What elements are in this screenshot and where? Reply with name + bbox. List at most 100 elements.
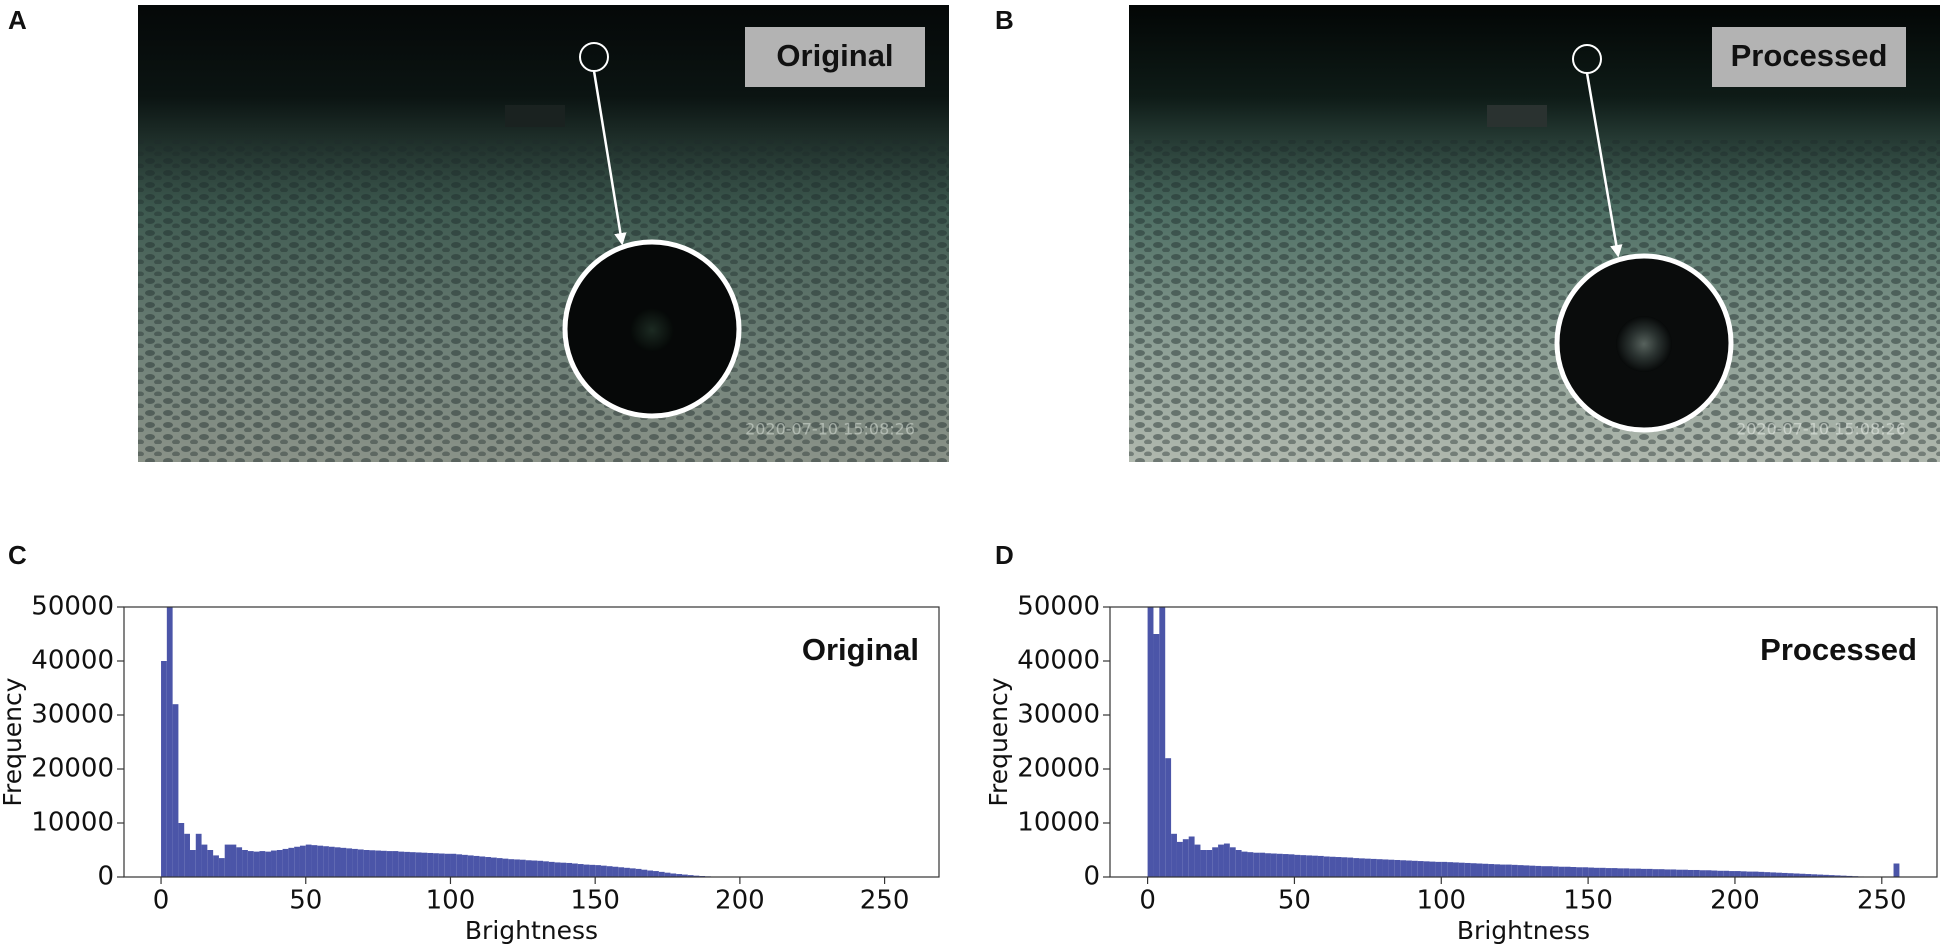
bar (392, 851, 399, 877)
bar (1823, 874, 1829, 877)
x-tick-label: 50 (1278, 886, 1311, 916)
y-tick-label: 20000 (31, 754, 114, 784)
bar (1711, 870, 1718, 877)
y-tick-label: 10000 (31, 808, 114, 838)
bar (1541, 866, 1547, 877)
bar (485, 857, 491, 877)
y-axis-label: Frequency (0, 677, 27, 806)
x-tick-label: 100 (426, 886, 476, 916)
bar (1376, 859, 1383, 877)
bar (1229, 847, 1236, 877)
bar (247, 851, 254, 877)
bar (1247, 852, 1254, 877)
bar (1723, 870, 1730, 877)
bar (1635, 868, 1641, 877)
bar (1159, 607, 1166, 877)
bar (1488, 864, 1495, 877)
bar (1523, 865, 1530, 877)
bar (1776, 872, 1782, 877)
bar (1664, 869, 1671, 877)
bar (404, 851, 410, 877)
bar (1805, 874, 1812, 877)
bar (1464, 862, 1471, 877)
bar (1317, 855, 1324, 877)
bar (490, 857, 497, 877)
bar (166, 607, 173, 877)
bar (1817, 874, 1824, 877)
x-tick-label: 250 (860, 886, 910, 916)
bar (1623, 868, 1630, 877)
bar (305, 844, 312, 877)
bar (1394, 859, 1401, 877)
bar (519, 859, 526, 877)
bar (1323, 856, 1330, 877)
bar (1359, 858, 1365, 877)
bar (242, 850, 248, 877)
bar (595, 865, 601, 877)
bar (1206, 850, 1213, 877)
bar (1270, 853, 1277, 877)
bar (1629, 868, 1636, 877)
bar (450, 853, 457, 877)
bar (1153, 634, 1160, 877)
bar (537, 860, 544, 877)
bar (398, 851, 405, 877)
bar (1828, 875, 1835, 877)
bar (1646, 868, 1653, 877)
bar (1717, 870, 1724, 877)
bar (600, 865, 607, 877)
bar (1658, 869, 1665, 877)
bar (340, 847, 347, 877)
bar (328, 846, 335, 877)
bar (409, 852, 416, 877)
bar (664, 872, 671, 877)
bar (1640, 868, 1647, 877)
bar (1588, 867, 1594, 877)
y-tick-label: 20000 (1017, 754, 1100, 784)
bar (1341, 857, 1348, 877)
bar (276, 850, 283, 877)
bar (693, 875, 700, 877)
bar (1693, 869, 1700, 877)
bar (653, 871, 659, 877)
bar (589, 864, 596, 877)
bar (1770, 872, 1777, 877)
bar (566, 862, 573, 877)
bar (1382, 859, 1389, 877)
bar (1182, 839, 1189, 877)
bar (1687, 869, 1694, 877)
y-tick-label: 50000 (31, 592, 114, 622)
bar (1582, 867, 1589, 877)
bar (311, 845, 318, 877)
bar (1605, 868, 1612, 877)
bar (386, 851, 393, 877)
bar (1453, 862, 1459, 877)
bar (184, 833, 190, 877)
bar (612, 866, 619, 877)
bar (1212, 847, 1219, 877)
bar (1758, 871, 1765, 877)
bar (1535, 865, 1542, 877)
bar (1793, 873, 1800, 877)
bar (479, 856, 486, 877)
bar (1458, 862, 1465, 877)
bar (583, 864, 590, 877)
bar (462, 854, 468, 877)
bar (1752, 871, 1759, 877)
bar (1188, 836, 1195, 877)
plot-frame (123, 606, 940, 878)
bar (1552, 866, 1559, 877)
bar (502, 858, 509, 877)
bar (1500, 864, 1506, 877)
bar (1570, 867, 1577, 877)
bar (1200, 850, 1207, 877)
bar (658, 871, 665, 877)
bar (1787, 873, 1794, 877)
bar (456, 854, 463, 877)
x-tick-label: 0 (153, 886, 170, 916)
bar (1729, 871, 1735, 877)
bar (1834, 875, 1841, 877)
x-tick-label: 0 (1139, 886, 1156, 916)
bar (178, 823, 185, 877)
bar (1223, 843, 1230, 877)
